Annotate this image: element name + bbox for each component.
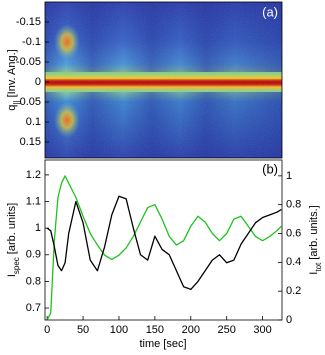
y-tick-label: -0.05 xyxy=(16,56,41,68)
y2-axis-label: Itot [arb. units.] xyxy=(308,205,323,274)
panel-label: (b) xyxy=(262,161,278,176)
line-panel: 0 50 100 150 200 250 300 0.7 0.8 0.9 1 1.1 1.2 0 0.2 0.… xyxy=(26,159,301,336)
label-sub: tot xyxy=(314,262,323,272)
panel-label: (a) xyxy=(262,4,278,19)
y-tick-label: 0.05 xyxy=(20,96,41,108)
heatmap-panel: -0.15 -0.1 -0.05 0 0.05 0.1 0.15 xyxy=(16,1,283,159)
heatmap-noise xyxy=(45,2,282,158)
y-tick-label: -0.15 xyxy=(16,16,41,28)
y-tick-label: 0.7 xyxy=(26,302,41,314)
frame xyxy=(44,1,283,159)
label-main: I xyxy=(308,272,320,275)
y-tick-label: 1.2 xyxy=(26,169,41,181)
x-tick-label: 50 xyxy=(77,324,89,336)
x-tick-label: 300 xyxy=(253,324,271,336)
y-tick-label: 1.1 xyxy=(26,195,41,207)
label-main: q xyxy=(6,105,18,111)
frame xyxy=(44,159,283,321)
y-tick-label: 0 xyxy=(35,76,41,88)
label-sub: || xyxy=(12,100,21,104)
y-tick-label: 0.1 xyxy=(26,116,41,128)
y2-tick-label: 0.6 xyxy=(286,227,301,239)
y2-tick-label: 1 xyxy=(286,170,292,182)
x-tick-label: 200 xyxy=(182,324,200,336)
x-tick-label: 0 xyxy=(44,324,50,336)
y2-tick-label: 0 xyxy=(286,314,292,326)
label-sub: spec xyxy=(12,257,21,274)
x-axis-label: time [sec] xyxy=(139,338,186,350)
label-main: I xyxy=(6,274,18,277)
label-rest: [arb. units.] xyxy=(308,205,320,259)
data-line xyxy=(46,175,282,321)
label-rest: [arb. units] xyxy=(6,203,18,254)
y2-tick-label: 0.4 xyxy=(286,256,301,268)
label-rest: [Inv. Ang.] xyxy=(6,49,18,97)
y-tick-label: 0.9 xyxy=(26,249,41,261)
y-axis-label: Ispec [arb. units] xyxy=(6,203,21,277)
x-tick-label: 150 xyxy=(146,324,164,336)
y-tick-label: 0.8 xyxy=(26,275,41,287)
y-tick-label: 1 xyxy=(35,222,41,234)
y-axis-label: q|| [Inv. Ang.] xyxy=(6,49,21,110)
y-tick-label: 0.15 xyxy=(20,136,41,148)
x-tick-label: 250 xyxy=(218,324,236,336)
data-line xyxy=(46,195,282,291)
x-tick-label: 100 xyxy=(110,324,128,336)
y2-tick-label: 0.2 xyxy=(286,285,301,297)
y-tick-label: -0.1 xyxy=(22,36,41,48)
y2-tick-label: 0.8 xyxy=(286,199,301,211)
